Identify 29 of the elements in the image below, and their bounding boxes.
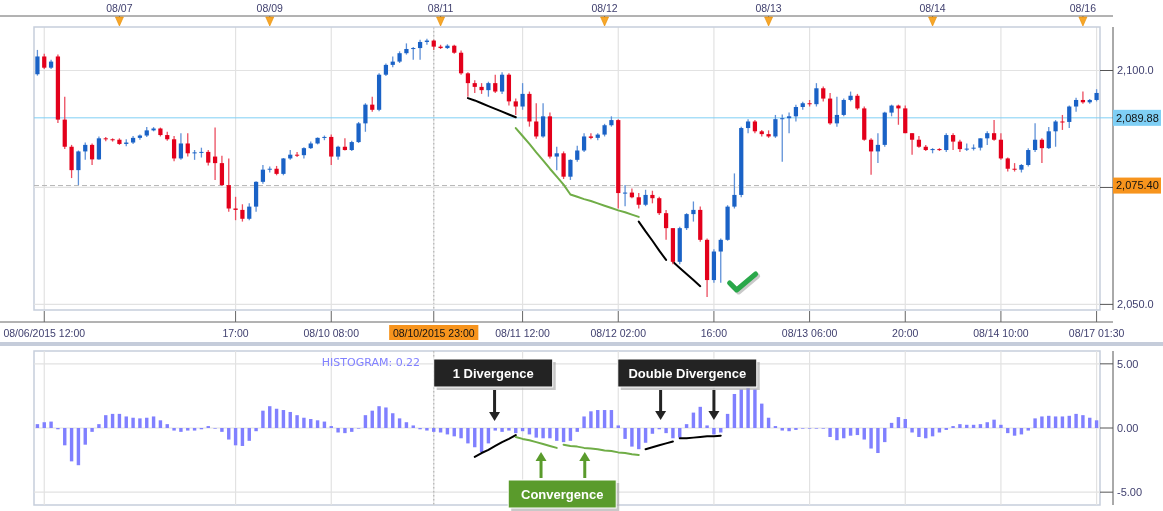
x-tick-label: 08/17 01:30 [1068, 326, 1125, 339]
x-tick-label: 08/11 [427, 1, 454, 14]
x-tick-label: 08/10 08:00 [303, 326, 360, 339]
x-tick-label: 08/14 10:00 [973, 326, 1029, 339]
y-tick-label: 2,100.0 [1117, 64, 1154, 77]
ref-line-label: 2,075.40 [1116, 179, 1159, 192]
x-tick-label: 08/13 [755, 1, 782, 14]
x-tick-label: 08/14 [919, 1, 946, 14]
x-tick-label: 08/06/2015 12:00 [3, 326, 86, 339]
x-tick-label: 08/12 02:00 [590, 326, 647, 339]
annotation: 1 Divergence [452, 365, 534, 381]
y-tick-label: 2,050.0 [1117, 298, 1154, 311]
x-tick-label: 08/09 [256, 1, 284, 14]
y-tick-label: 0.00 [1117, 421, 1139, 434]
x-tick-label: 08/11 12:00 [495, 326, 551, 339]
text: HISTOGRAM: 0.22 [321, 355, 421, 369]
ref-line-label: 2,089.88 [1116, 111, 1159, 124]
x-tick-label: 20:00 [892, 326, 919, 339]
x-tick-label: 08/10/2015 23:00 [392, 326, 475, 339]
y-tick-label: -5.00 [1117, 486, 1143, 499]
x-tick-label: 08/07 [106, 1, 133, 14]
x-tick-label: 16:00 [700, 326, 728, 339]
x-tick-label: 17:00 [222, 326, 249, 339]
annotation: Convergence [521, 486, 604, 502]
x-tick-label: 08/16 [1069, 1, 1097, 14]
x-tick-label: 08/12 [591, 1, 618, 14]
y-tick-label: 5.00 [1117, 357, 1139, 370]
x-tick-label: 08/13 06:00 [781, 326, 838, 339]
annotation: Double Divergence [628, 365, 747, 381]
